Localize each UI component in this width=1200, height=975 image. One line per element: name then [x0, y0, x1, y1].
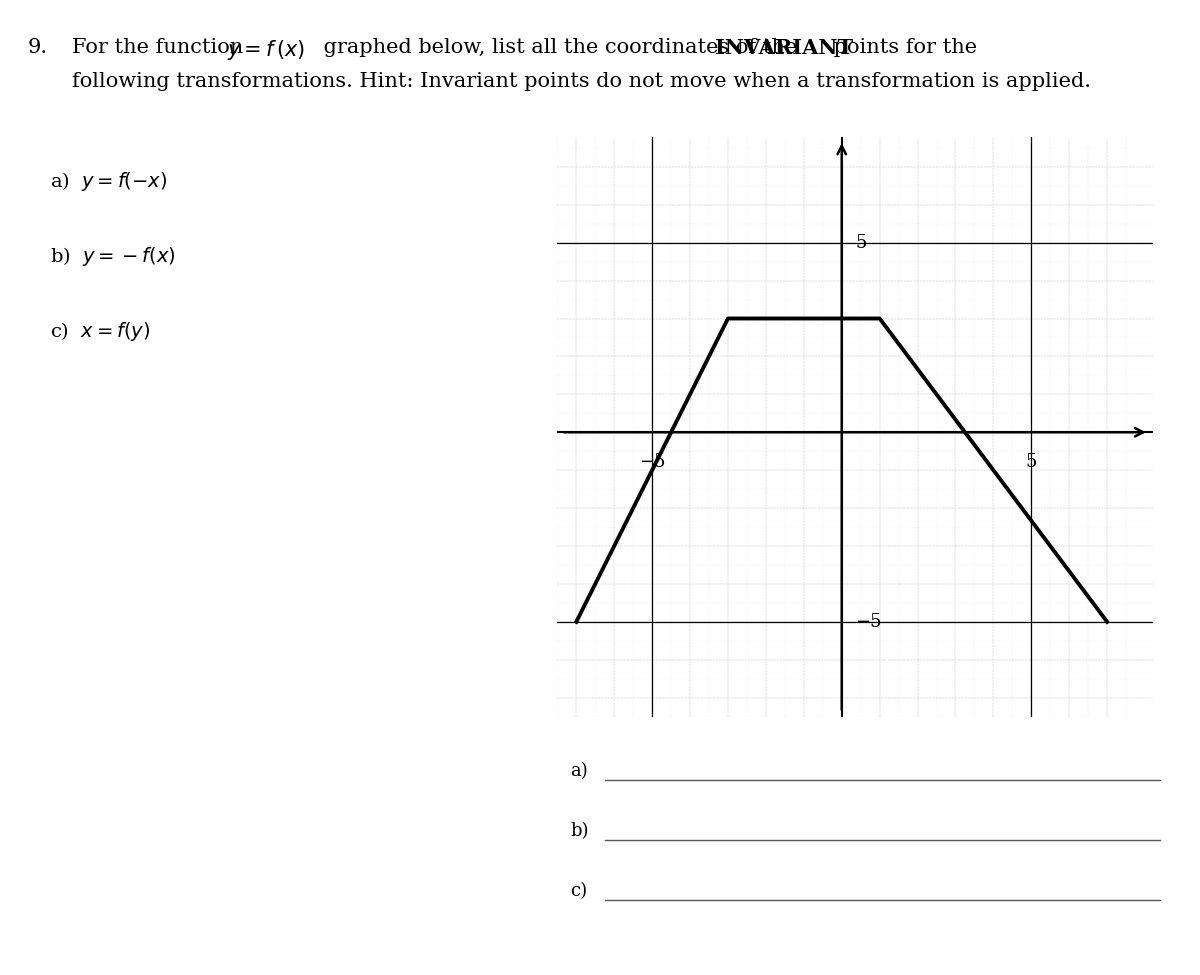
Text: a): a) — [570, 762, 588, 780]
Text: b): b) — [570, 822, 588, 840]
Text: For the function: For the function — [72, 38, 250, 57]
Text: graphed below, list all the coordinates of the: graphed below, list all the coordinates … — [317, 38, 804, 57]
Text: −5: −5 — [856, 613, 882, 631]
Text: 5: 5 — [856, 234, 866, 252]
Text: INVARIANT: INVARIANT — [715, 38, 853, 58]
Text: c): c) — [570, 882, 587, 900]
Text: 9.: 9. — [28, 38, 48, 57]
Text: c)  $x = f(y)$: c) $x = f(y)$ — [50, 320, 150, 343]
Text: points for the: points for the — [827, 38, 977, 57]
Text: $y = f\,(x)$: $y = f\,(x)$ — [227, 38, 305, 62]
Text: following transformations. Hint: Invariant points do not move when a transformat: following transformations. Hint: Invaria… — [72, 72, 1091, 91]
Text: a)  $y = f(-x)$: a) $y = f(-x)$ — [50, 170, 168, 193]
Text: −5: −5 — [638, 453, 665, 471]
Text: b)  $y = -f(x)$: b) $y = -f(x)$ — [50, 245, 176, 268]
Text: 5: 5 — [1026, 453, 1037, 471]
